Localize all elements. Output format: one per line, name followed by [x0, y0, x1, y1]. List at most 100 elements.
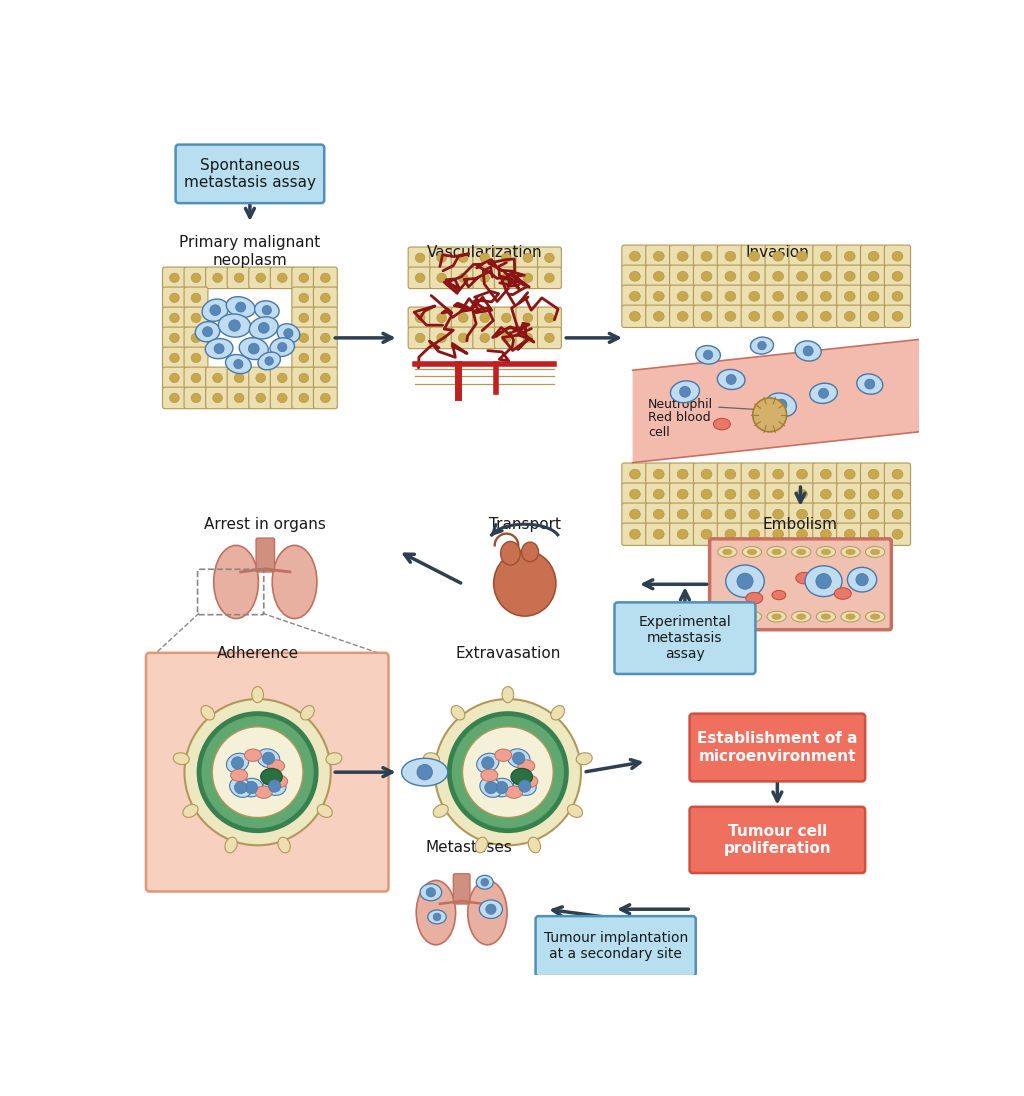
Ellipse shape [479, 900, 503, 918]
Ellipse shape [835, 587, 851, 600]
Ellipse shape [459, 253, 468, 262]
FancyBboxPatch shape [622, 483, 648, 505]
FancyBboxPatch shape [409, 307, 432, 329]
Ellipse shape [870, 614, 880, 619]
FancyBboxPatch shape [837, 463, 863, 486]
Ellipse shape [437, 253, 446, 262]
Ellipse shape [234, 393, 244, 402]
Text: Adherence: Adherence [216, 646, 299, 661]
Ellipse shape [653, 311, 665, 321]
Ellipse shape [725, 510, 736, 520]
Ellipse shape [255, 300, 280, 320]
FancyBboxPatch shape [813, 265, 839, 287]
Ellipse shape [701, 251, 712, 261]
Circle shape [818, 388, 828, 398]
Ellipse shape [226, 753, 249, 773]
Ellipse shape [892, 292, 903, 301]
FancyBboxPatch shape [788, 305, 815, 328]
Ellipse shape [481, 769, 498, 781]
FancyBboxPatch shape [495, 267, 518, 288]
Text: Tumour implantation
at a secondary site: Tumour implantation at a secondary site [544, 932, 688, 961]
Ellipse shape [523, 313, 532, 322]
FancyBboxPatch shape [813, 503, 839, 525]
Ellipse shape [677, 489, 688, 499]
Ellipse shape [701, 469, 712, 479]
Ellipse shape [214, 546, 258, 618]
Ellipse shape [848, 568, 877, 592]
Circle shape [450, 713, 566, 831]
Ellipse shape [630, 272, 640, 282]
Ellipse shape [513, 777, 537, 796]
Ellipse shape [545, 253, 554, 262]
Ellipse shape [797, 510, 807, 520]
Ellipse shape [494, 550, 556, 616]
FancyBboxPatch shape [495, 247, 518, 269]
Circle shape [496, 781, 508, 794]
FancyBboxPatch shape [313, 267, 337, 288]
FancyBboxPatch shape [495, 307, 518, 329]
FancyBboxPatch shape [227, 387, 251, 409]
FancyBboxPatch shape [538, 247, 561, 269]
FancyBboxPatch shape [860, 503, 887, 525]
Ellipse shape [677, 529, 688, 539]
Ellipse shape [749, 489, 760, 499]
Ellipse shape [475, 837, 487, 853]
Ellipse shape [748, 614, 757, 619]
Ellipse shape [797, 614, 806, 619]
FancyBboxPatch shape [249, 387, 272, 409]
Ellipse shape [299, 333, 308, 343]
FancyBboxPatch shape [175, 145, 325, 203]
Ellipse shape [868, 292, 879, 301]
Circle shape [485, 904, 496, 914]
Ellipse shape [480, 253, 489, 262]
FancyBboxPatch shape [622, 285, 648, 308]
FancyBboxPatch shape [693, 265, 720, 287]
Circle shape [426, 888, 435, 897]
Ellipse shape [653, 251, 665, 261]
Ellipse shape [191, 294, 201, 302]
Ellipse shape [321, 353, 330, 363]
Circle shape [512, 752, 524, 765]
Ellipse shape [773, 510, 783, 520]
FancyBboxPatch shape [689, 713, 865, 781]
Ellipse shape [725, 292, 736, 301]
Ellipse shape [773, 251, 783, 261]
Circle shape [284, 329, 293, 338]
FancyBboxPatch shape [473, 247, 497, 269]
FancyBboxPatch shape [885, 523, 910, 546]
Ellipse shape [677, 510, 688, 520]
Ellipse shape [245, 749, 261, 762]
FancyBboxPatch shape [813, 285, 839, 308]
Ellipse shape [772, 549, 781, 555]
FancyBboxPatch shape [184, 327, 208, 349]
Ellipse shape [797, 489, 807, 499]
Ellipse shape [630, 510, 640, 520]
Ellipse shape [841, 547, 860, 558]
Ellipse shape [416, 273, 425, 283]
Ellipse shape [459, 333, 468, 343]
FancyBboxPatch shape [516, 267, 540, 288]
FancyBboxPatch shape [670, 503, 695, 525]
FancyBboxPatch shape [292, 327, 315, 349]
Ellipse shape [523, 253, 532, 262]
FancyBboxPatch shape [270, 267, 294, 288]
Text: Experimental
metastasis
assay: Experimental metastasis assay [639, 615, 731, 661]
FancyBboxPatch shape [473, 307, 497, 329]
Text: Invasion: Invasion [745, 246, 809, 261]
Ellipse shape [507, 749, 530, 768]
Ellipse shape [723, 614, 732, 619]
Ellipse shape [773, 272, 783, 282]
Text: Neutrophil: Neutrophil [648, 398, 767, 411]
Ellipse shape [868, 489, 879, 499]
FancyBboxPatch shape [765, 463, 792, 486]
Ellipse shape [726, 566, 764, 597]
Ellipse shape [267, 760, 285, 773]
Ellipse shape [725, 251, 736, 261]
FancyBboxPatch shape [163, 287, 186, 309]
Ellipse shape [326, 753, 342, 765]
FancyBboxPatch shape [313, 327, 337, 349]
FancyBboxPatch shape [206, 387, 229, 409]
FancyBboxPatch shape [646, 265, 672, 287]
Ellipse shape [270, 338, 295, 356]
FancyBboxPatch shape [860, 285, 887, 308]
